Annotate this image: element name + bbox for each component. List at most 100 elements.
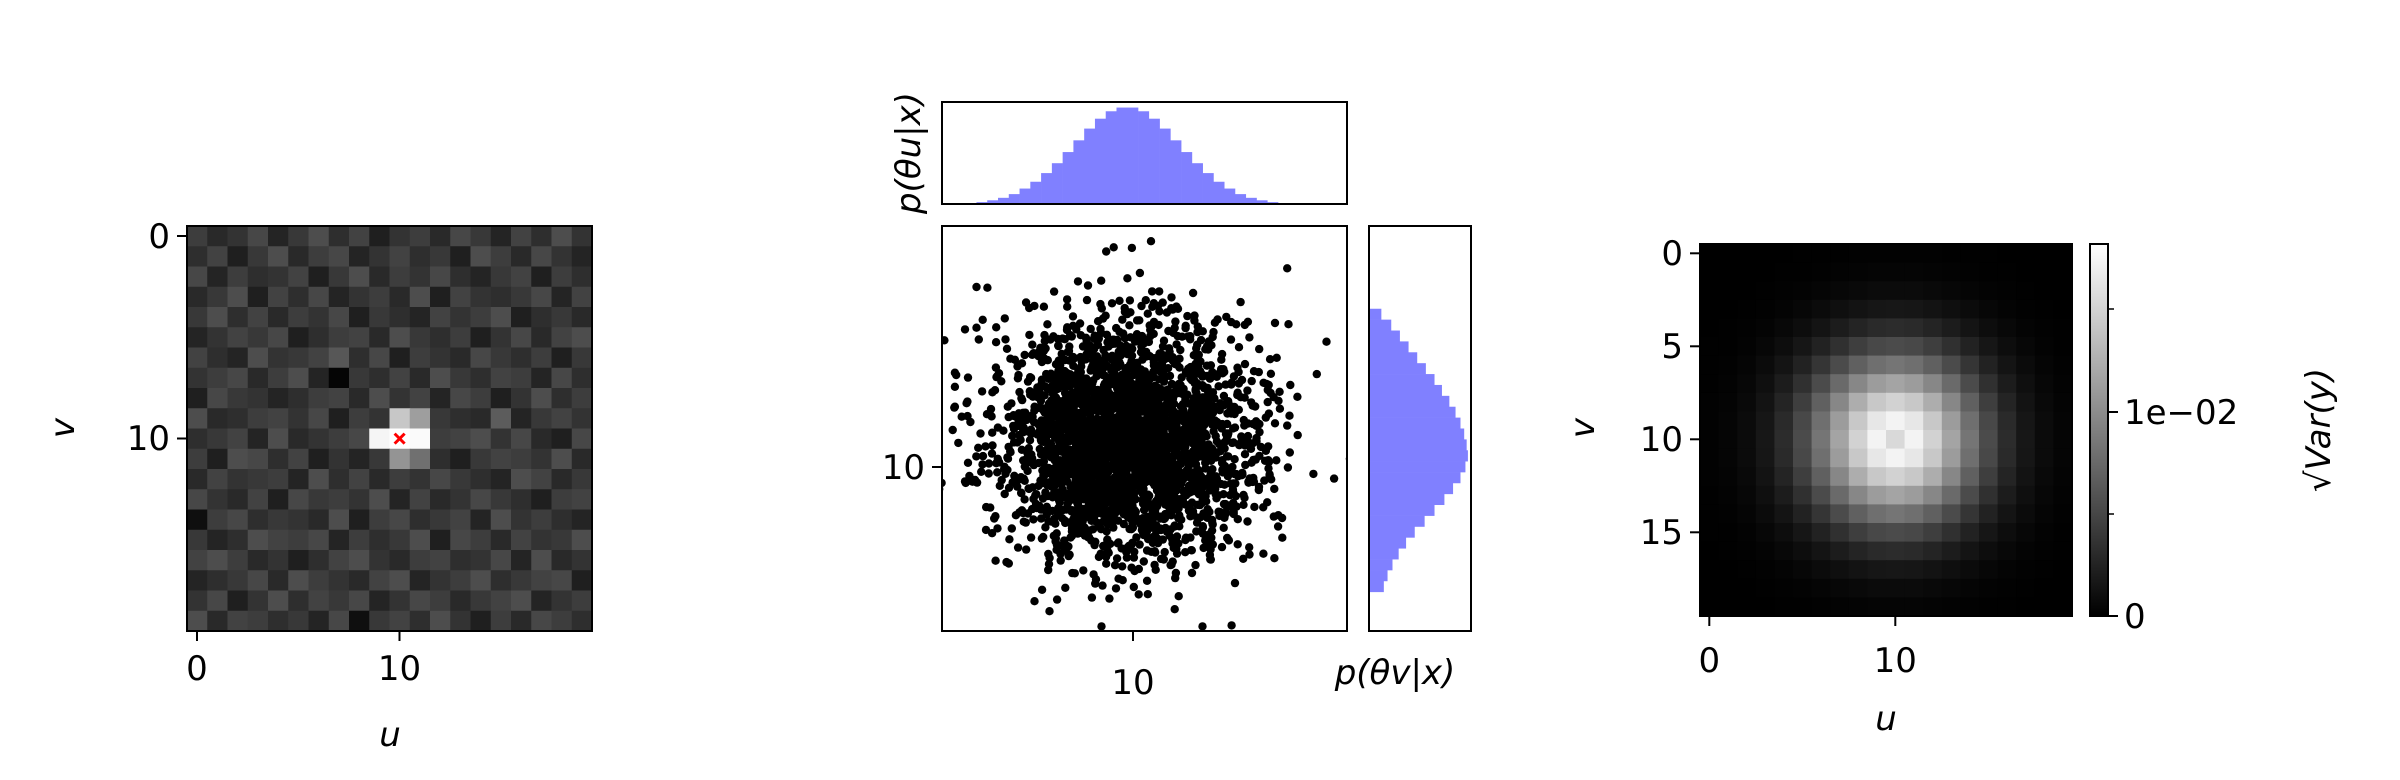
scatter-point bbox=[1218, 419, 1227, 429]
scatter-point bbox=[1110, 561, 1120, 570]
image-cell bbox=[551, 246, 573, 268]
scatter-point bbox=[1128, 501, 1137, 511]
image-cell bbox=[470, 489, 492, 511]
x-axis-label: u bbox=[379, 715, 401, 755]
image-cell bbox=[328, 266, 350, 288]
image-cell bbox=[187, 610, 208, 632]
var-x-axis-label: u bbox=[1875, 699, 1897, 739]
scatter-point bbox=[1193, 357, 1202, 366]
scatter-point bbox=[1176, 409, 1185, 418]
scatter-point bbox=[1084, 458, 1094, 468]
scatter-point bbox=[1114, 472, 1123, 482]
variance-cell bbox=[1867, 374, 1887, 394]
scatter-point bbox=[1186, 419, 1195, 428]
image-cell bbox=[349, 529, 370, 551]
image-cell bbox=[531, 590, 553, 612]
scatter-point bbox=[1132, 415, 1142, 424]
scatter-point bbox=[1118, 562, 1127, 571]
variance-cell bbox=[1886, 392, 1906, 412]
scatter-point bbox=[1159, 493, 1168, 502]
variance-cell bbox=[1718, 411, 1738, 431]
scatter-point bbox=[1053, 334, 1063, 344]
variance-cell bbox=[2016, 244, 2036, 264]
scatter-point bbox=[1159, 369, 1168, 379]
image-cell bbox=[389, 388, 411, 409]
scatter-point bbox=[1141, 296, 1151, 305]
scatter-point bbox=[1032, 490, 1041, 499]
scatter-point bbox=[1275, 387, 1284, 396]
image-cell bbox=[511, 469, 532, 490]
scatter-point bbox=[1129, 582, 1139, 592]
scatter-point bbox=[1312, 369, 1322, 379]
variance-cell bbox=[1886, 523, 1906, 543]
image-cell bbox=[551, 428, 573, 450]
histogram-bar bbox=[1369, 482, 1454, 495]
scatter-point bbox=[1070, 632, 1078, 640]
scatter-point bbox=[1048, 506, 1057, 516]
image-cell bbox=[227, 226, 249, 247]
scatter-point bbox=[1021, 298, 1031, 307]
image-cell bbox=[207, 388, 229, 409]
scatter-point bbox=[1187, 546, 1196, 555]
scatter-point bbox=[1116, 464, 1125, 473]
scatter-point bbox=[1181, 321, 1190, 330]
image-cell bbox=[389, 550, 411, 571]
image-cell bbox=[247, 529, 269, 551]
scatter-point bbox=[1180, 424, 1189, 433]
image-cell bbox=[430, 590, 451, 612]
scatter-point bbox=[1083, 281, 1093, 290]
image-cell bbox=[349, 388, 370, 409]
image-cell bbox=[369, 388, 391, 409]
image-cell bbox=[187, 286, 208, 308]
image-cell bbox=[328, 610, 350, 632]
image-cell bbox=[187, 529, 208, 551]
image-cell bbox=[430, 610, 451, 632]
image-panel-cells bbox=[187, 226, 593, 632]
scatter-point bbox=[1201, 417, 1210, 426]
image-cell bbox=[511, 509, 532, 531]
image-cell bbox=[531, 509, 553, 531]
scatter-point bbox=[1171, 568, 1181, 578]
scatter-point bbox=[1135, 268, 1145, 278]
image-cell bbox=[227, 428, 249, 450]
scatter-point bbox=[1273, 522, 1283, 531]
scatter-point bbox=[1062, 493, 1072, 503]
scatter-point bbox=[1134, 564, 1144, 574]
scatter-point bbox=[1186, 335, 1195, 344]
variance-cell bbox=[1700, 318, 1720, 338]
scatter-point bbox=[1048, 466, 1057, 475]
image-cell bbox=[288, 509, 310, 531]
image-cell bbox=[409, 408, 431, 430]
scatter-point bbox=[1220, 438, 1229, 447]
image-cell bbox=[450, 570, 472, 592]
scatter-point bbox=[1186, 533, 1195, 542]
histogram-bar bbox=[1369, 461, 1466, 473]
image-cell bbox=[288, 347, 310, 369]
image-cell bbox=[227, 489, 249, 511]
variance-cell bbox=[1997, 374, 2017, 394]
image-cell bbox=[268, 388, 289, 409]
histogram-bar bbox=[1191, 163, 1203, 204]
scatter-point bbox=[1097, 525, 1106, 534]
marginal-u-label: p(θu|x) bbox=[889, 92, 929, 215]
image-cell bbox=[288, 529, 310, 551]
scatter-point bbox=[977, 467, 986, 476]
variance-cell bbox=[2016, 318, 2036, 338]
scatter-point bbox=[1175, 479, 1185, 488]
scatter-point bbox=[1158, 351, 1167, 360]
scatter-point bbox=[991, 556, 1000, 565]
image-cell bbox=[450, 226, 472, 247]
scatter-point bbox=[1219, 499, 1229, 509]
image-cell bbox=[349, 226, 370, 247]
marginal-u-histogram bbox=[976, 107, 1279, 204]
variance-cell bbox=[1700, 541, 1720, 561]
variance-cell bbox=[1960, 355, 1980, 375]
image-panel: 0 10 0 10 u v bbox=[43, 217, 593, 755]
scatter-point bbox=[1240, 450, 1250, 459]
image-cell bbox=[349, 550, 370, 571]
scatter-point bbox=[1096, 459, 1105, 468]
image-cell bbox=[389, 529, 411, 551]
scatter-point bbox=[1125, 392, 1135, 401]
variance-panel-cells bbox=[1700, 244, 2073, 617]
histogram-bar bbox=[1369, 363, 1426, 375]
